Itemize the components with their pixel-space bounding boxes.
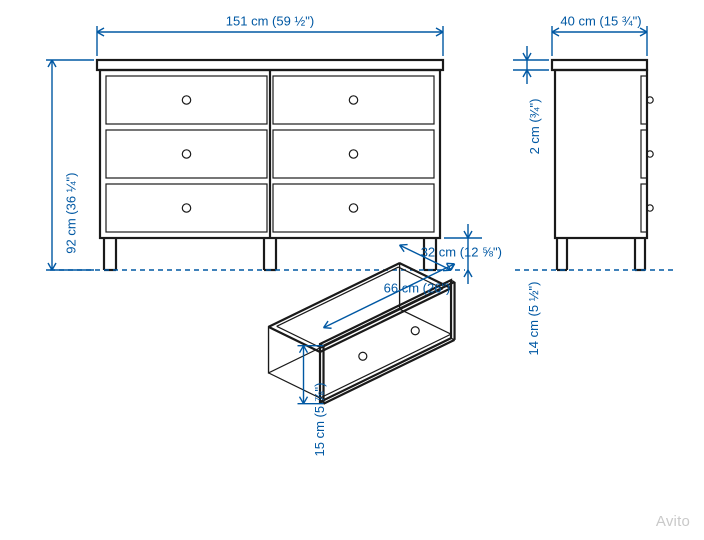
dimension-label: 15 cm (5 ⅞"): [311, 382, 326, 456]
dimension-label: 2 cm (¾"): [527, 99, 542, 155]
diagram-stage: 151 cm (59 ½") 92 cm (36 ¼") 14 cm (5 ½") 4…: [0, 0, 704, 540]
dimension-label: 32 cm (12 ⅝"): [421, 244, 502, 259]
dimension-label: 92 cm (36 ¼"): [64, 173, 79, 254]
dimension-label: 14 cm (5 ½"): [526, 282, 541, 356]
dimension-label: 66 cm (26"): [384, 280, 451, 295]
watermark: Avito: [656, 513, 690, 530]
dimension-label: 40 cm (15 ¾"): [560, 14, 641, 29]
dimension-label: 151 cm (59 ½"): [226, 14, 314, 29]
diagram-svg: [0, 0, 704, 540]
